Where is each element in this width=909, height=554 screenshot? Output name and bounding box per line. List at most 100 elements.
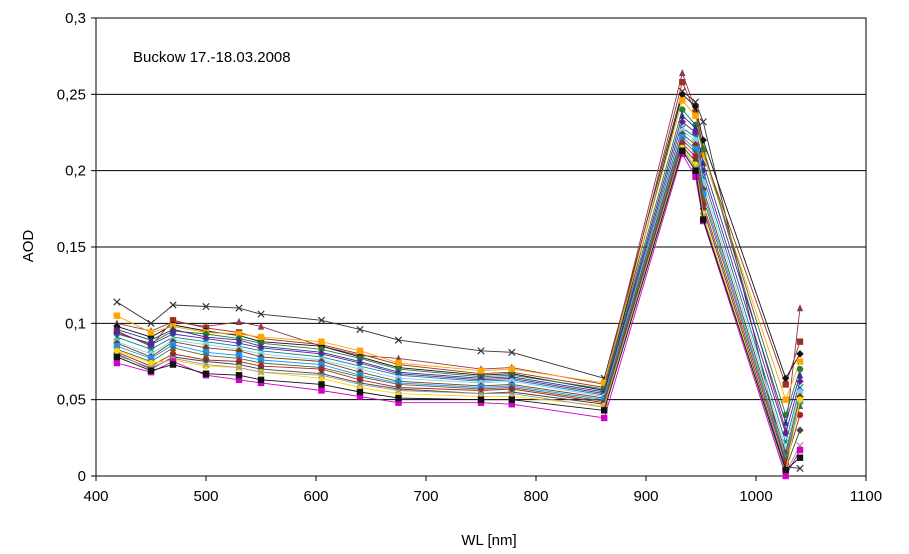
y-tick-label: 0,1 [65,315,86,332]
data-point [796,377,804,386]
data-point [113,347,121,355]
data-point [356,393,364,400]
data-point [692,167,699,174]
data-point [692,173,699,180]
data-point [317,371,326,379]
series-line [116,149,801,471]
data-point [692,123,699,132]
data-point [235,376,243,384]
x-tick-label: 600 [303,488,328,505]
data-point [113,353,121,361]
data-point [202,360,210,369]
data-point [796,411,804,419]
data-point [202,302,210,311]
series-5 [113,97,804,403]
data-point [257,310,265,318]
x-axis-label: WL [nm] [461,532,516,549]
data-point [113,333,121,341]
data-point [356,380,364,389]
data-point [169,325,177,333]
data-point [692,153,699,161]
data-point [691,102,700,111]
data-point [235,372,243,379]
data-point [782,466,789,474]
data-point [235,317,243,326]
data-point [508,365,515,373]
data-point [796,365,804,373]
data-point [782,472,789,480]
data-point [147,336,155,344]
data-point [394,386,403,395]
data-point [679,111,686,119]
series-19 [113,147,804,474]
data-point [796,304,804,312]
data-point [796,371,804,379]
data-point [318,381,325,388]
data-point [317,316,326,324]
data-point [601,407,608,414]
data-point [235,347,243,355]
data-point [477,367,485,374]
data-point [235,304,243,312]
data-point [678,118,686,126]
data-point [782,429,790,437]
y-tick-label: 0,25 [57,86,86,103]
y-tick-label: 0,15 [57,239,86,256]
data-point [169,301,177,309]
data-point [691,128,700,137]
data-point [796,426,804,434]
data-point [477,396,485,403]
data-point [169,330,177,338]
data-point [782,418,789,426]
data-point [169,343,177,351]
data-point [235,339,243,347]
data-point [692,112,699,119]
data-point [508,389,516,398]
data-point [257,322,265,330]
x-tick-label: 800 [523,488,548,505]
data-point [257,368,265,376]
data-point [796,358,804,365]
series-line [116,152,801,478]
data-point [796,454,804,461]
data-point [796,446,804,454]
y-tick-label: 0 [78,468,86,485]
data-point [147,345,155,353]
data-point [356,325,364,334]
data-point [782,381,789,388]
data-point [477,389,485,398]
data-point [235,363,243,372]
data-point [113,359,121,367]
chart-annotation: Buckow 17.-18.03.2008 [133,49,291,66]
data-point [699,185,707,193]
data-point [395,399,402,406]
data-point [395,359,402,367]
data-point [318,365,325,373]
data-point [257,376,265,384]
data-point [678,90,686,99]
data-point [700,146,707,153]
gridlines [96,17,866,477]
x-tick-label: 400 [83,488,108,505]
data-point [508,348,516,356]
x-tick-label: 1100 [850,488,882,505]
data-point [796,338,804,345]
data-point [202,351,210,359]
data-point [147,329,155,336]
data-point [699,166,707,175]
series-1 [113,87,804,472]
data-point [700,152,707,159]
data-point [782,396,789,403]
data-point [699,118,707,126]
series-line [116,146,801,474]
data-point [147,319,155,327]
data-point [679,68,686,77]
data-point [356,347,364,355]
data-point [113,312,121,319]
y-axis-label: AOD [20,230,37,263]
data-point [113,298,121,306]
x-tick-label: 700 [413,488,438,505]
data-point [700,216,707,223]
data-point [169,317,177,324]
